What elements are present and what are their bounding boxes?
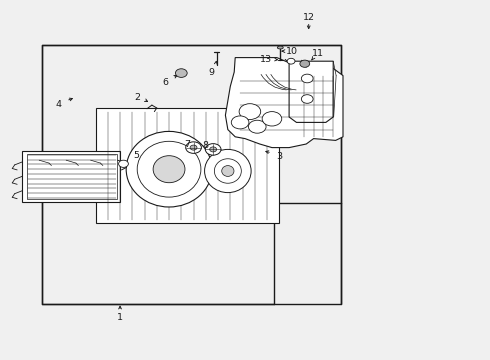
Circle shape [301, 74, 313, 83]
Ellipse shape [126, 131, 212, 207]
Circle shape [301, 95, 313, 103]
Polygon shape [27, 154, 117, 199]
Text: 6: 6 [163, 78, 169, 87]
Text: 5: 5 [133, 151, 139, 160]
Circle shape [239, 104, 261, 120]
Ellipse shape [222, 166, 234, 176]
Text: 12: 12 [303, 13, 315, 22]
Bar [96, 108, 279, 223]
Circle shape [175, 69, 187, 77]
Circle shape [300, 60, 310, 67]
Circle shape [205, 144, 221, 155]
Text: 1: 1 [117, 313, 123, 322]
Circle shape [186, 142, 201, 153]
Bar [42, 45, 341, 304]
Circle shape [262, 112, 282, 126]
Text: 11: 11 [312, 49, 323, 58]
Text: 4: 4 [56, 100, 62, 109]
Ellipse shape [215, 159, 242, 183]
Text: 7: 7 [184, 140, 190, 149]
Ellipse shape [205, 149, 251, 193]
Circle shape [119, 160, 128, 167]
Polygon shape [22, 151, 120, 202]
Ellipse shape [137, 141, 201, 197]
Polygon shape [225, 58, 343, 148]
Polygon shape [289, 61, 333, 122]
Circle shape [231, 116, 249, 129]
Circle shape [248, 120, 266, 133]
Circle shape [190, 145, 197, 150]
Ellipse shape [277, 46, 283, 49]
Text: 10: 10 [286, 46, 297, 55]
Ellipse shape [153, 156, 185, 183]
Text: 13: 13 [260, 55, 272, 64]
Text: 8: 8 [203, 141, 209, 150]
Text: 9: 9 [209, 68, 215, 77]
Circle shape [210, 147, 217, 152]
Circle shape [287, 58, 295, 64]
Text: 3: 3 [276, 152, 282, 161]
Text: 2: 2 [134, 94, 140, 102]
